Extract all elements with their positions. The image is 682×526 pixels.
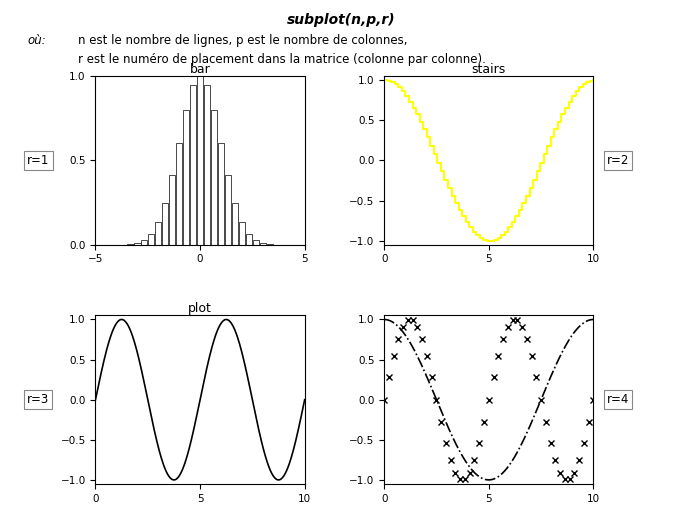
Text: r=2: r=2 — [607, 154, 629, 167]
Text: r=3: r=3 — [27, 393, 50, 406]
Text: subplot(n,p,r): subplot(n,p,r) — [286, 13, 396, 27]
Text: r=1: r=1 — [27, 154, 50, 167]
Text: r=4: r=4 — [607, 393, 629, 406]
Bar — [260, 243, 266, 245]
Bar — [134, 243, 140, 245]
Bar — [190, 85, 196, 245]
Bar — [218, 143, 224, 245]
Text: r est le numéro de placement dans la matrice (colonne par colonne).: r est le numéro de placement dans la mat… — [78, 53, 486, 66]
Bar — [197, 76, 203, 245]
Bar — [246, 234, 252, 245]
Bar — [183, 110, 190, 245]
Bar — [204, 85, 210, 245]
Bar — [148, 234, 154, 245]
Bar — [155, 222, 162, 245]
Bar — [267, 244, 273, 245]
Bar — [127, 244, 134, 245]
Bar — [141, 240, 147, 245]
Bar — [162, 203, 168, 245]
Bar — [252, 240, 259, 245]
Title: bar: bar — [190, 63, 211, 76]
Bar — [232, 203, 238, 245]
Text: où:: où: — [27, 34, 46, 47]
Text: n est le nombre de lignes, p est le nombre de colonnes,: n est le nombre de lignes, p est le nomb… — [78, 34, 408, 47]
Bar — [225, 176, 231, 245]
Bar — [211, 110, 218, 245]
Bar — [176, 143, 182, 245]
Title: stairs: stairs — [472, 63, 506, 76]
Bar — [169, 176, 175, 245]
Title: plot: plot — [188, 302, 212, 316]
Bar — [239, 222, 245, 245]
